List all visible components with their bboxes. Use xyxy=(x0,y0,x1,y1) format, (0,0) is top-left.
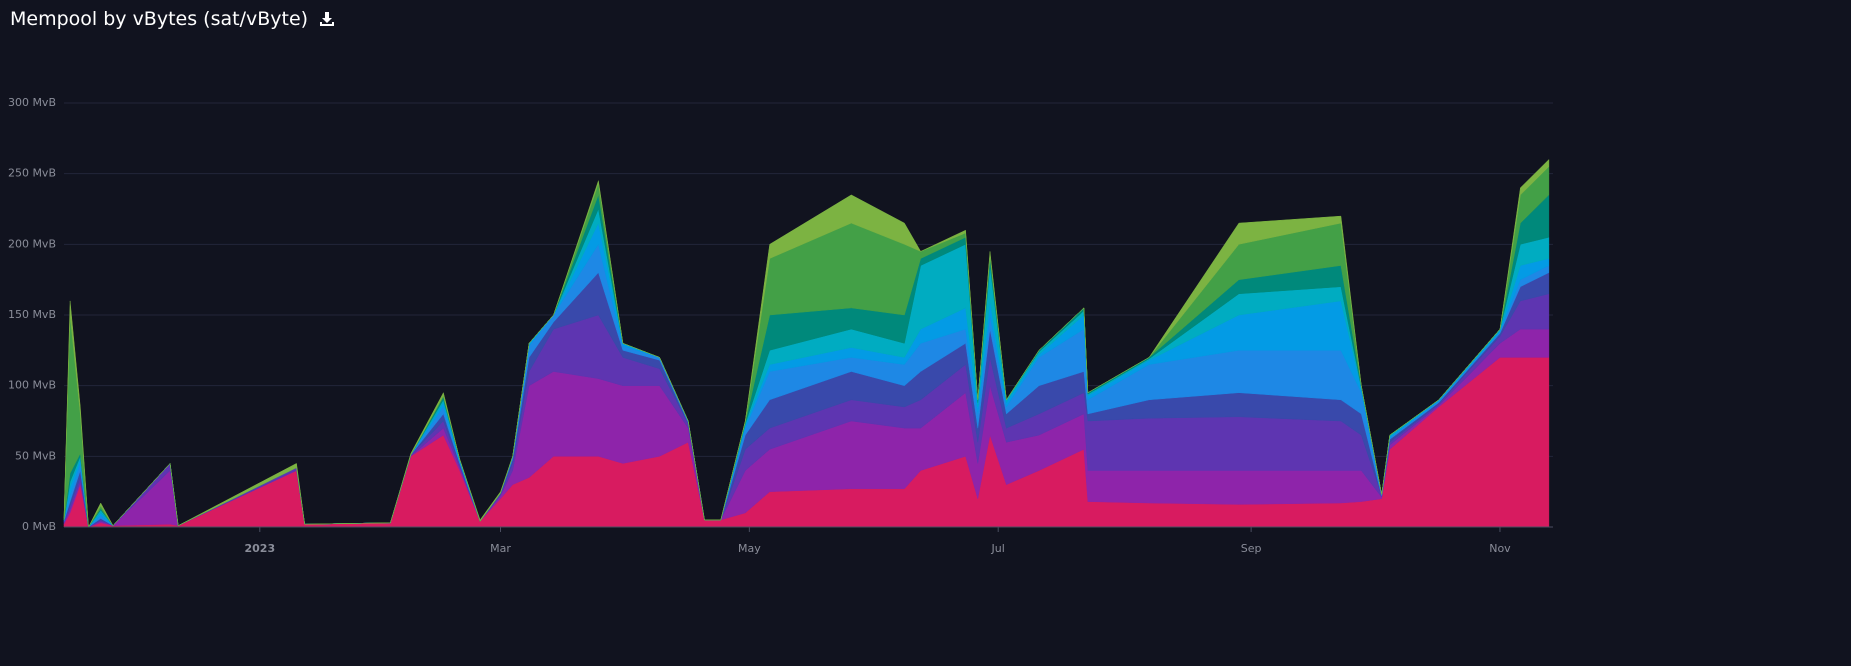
area xyxy=(63,158,1550,528)
y-tick-label: 300 MvB xyxy=(8,96,56,109)
x-tick-label: Mar xyxy=(490,542,511,555)
y-tick-label: 150 MvB xyxy=(8,308,56,321)
y-tick-label: 200 MvB xyxy=(8,237,56,250)
x-tick-label: May xyxy=(738,542,761,555)
x-tick-label: Sep xyxy=(1241,542,1262,555)
x-tick-label: Jul xyxy=(991,542,1005,555)
x-tick-label: 2023 xyxy=(245,542,276,555)
chart-title: Mempool by vBytes (sat/vByte) xyxy=(10,8,309,30)
y-tick-label: 50 MvB xyxy=(15,449,56,462)
y-tick-label: 0 MvB xyxy=(22,520,56,533)
title-bar: Mempool by vBytes (sat/vByte) xyxy=(10,8,336,30)
download-button[interactable] xyxy=(318,10,336,28)
x-tick-label: Nov xyxy=(1489,542,1511,555)
y-tick-label: 250 MvB xyxy=(8,167,56,180)
y-tick-label: 100 MvB xyxy=(8,379,56,392)
